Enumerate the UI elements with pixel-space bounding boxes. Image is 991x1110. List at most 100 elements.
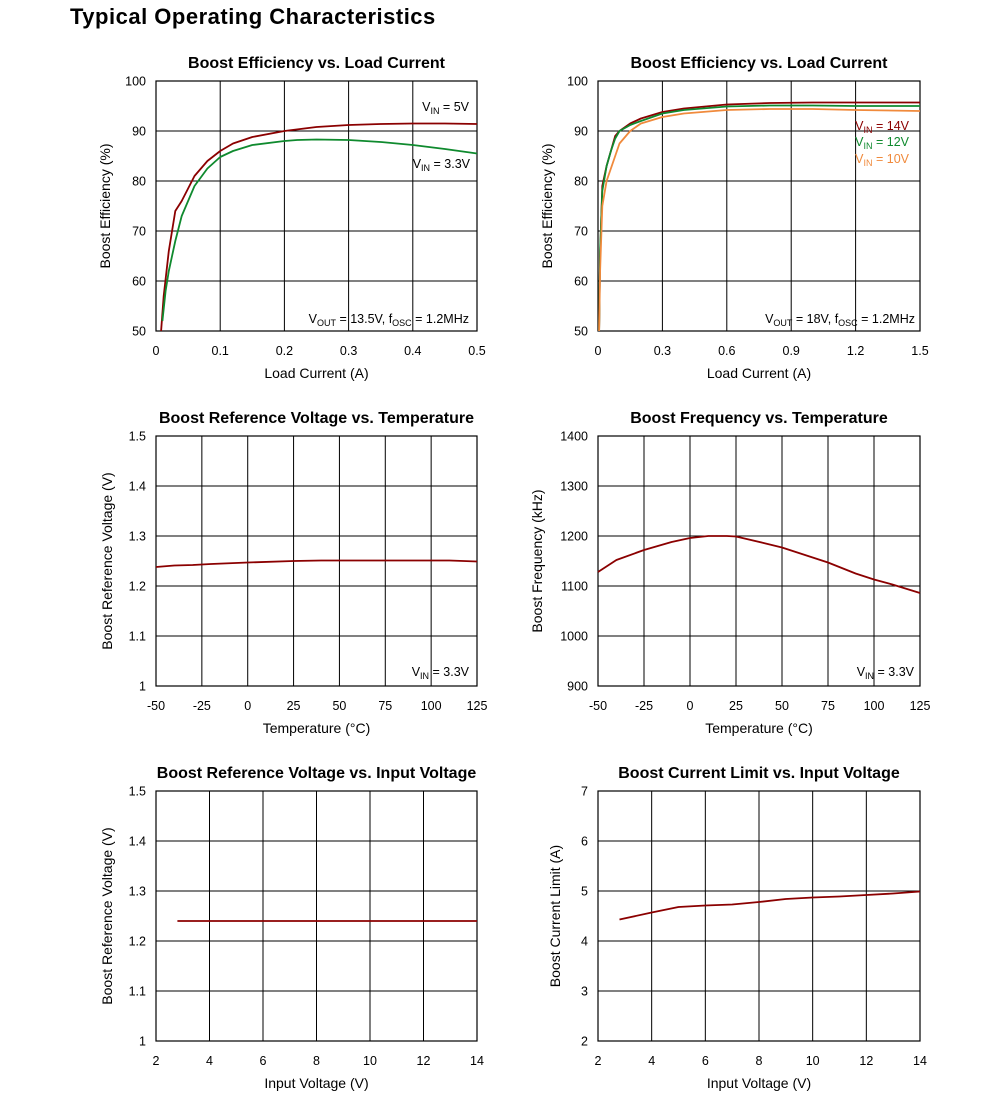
- y-tick-label: 4: [581, 935, 588, 949]
- y-tick-label: 70: [132, 225, 146, 239]
- y-tick-label: 60: [574, 275, 588, 289]
- y-tick-label: 90: [574, 125, 588, 139]
- x-tick-label: 14: [470, 1054, 484, 1068]
- y-tick-label: 6: [581, 835, 588, 849]
- y-tick-label: 1: [139, 680, 146, 694]
- y-tick-label: 1.2: [129, 935, 146, 949]
- plot-frame: [155, 80, 478, 332]
- chart-panel-5: Boost Reference Voltage vs. Input Voltag…: [99, 765, 484, 1091]
- x-axis-label: Load Current (A): [707, 365, 811, 381]
- chart-panel-6: Boost Current Limit vs. Input Voltage 2 4 6…: [547, 765, 927, 1091]
- x-tick-label: 125: [910, 699, 931, 713]
- x-tick-label: 0.1: [212, 344, 229, 358]
- y-tick-label: 1.4: [129, 480, 146, 494]
- y-tick-label: 1.3: [129, 885, 146, 899]
- x-tick-label: 50: [775, 699, 789, 713]
- plot-frame: [597, 435, 921, 687]
- x-axis-label: Temperature (°C): [705, 720, 813, 736]
- chart-title: Boost Reference Voltage vs. Temperature: [159, 410, 474, 427]
- y-axis-label: Boost Efficiency (%): [539, 143, 555, 268]
- series-line-2: [598, 104, 920, 332]
- annotation-label: VIN = 3.3V: [413, 157, 471, 173]
- y-axis-label: Boost Reference Voltage (V): [99, 472, 115, 649]
- x-tick-label: 12: [859, 1054, 873, 1068]
- x-tick-label: 0.3: [654, 344, 671, 358]
- plot-frame: [597, 80, 921, 332]
- x-tick-label: 0: [153, 344, 160, 358]
- x-tick-label: 75: [378, 699, 392, 713]
- annotation-label: VIN = 12V: [855, 135, 909, 151]
- x-axis-label: Input Voltage (V): [707, 1075, 811, 1091]
- x-tick-label: 1.2: [847, 344, 864, 358]
- x-tick-label: 12: [417, 1054, 431, 1068]
- annotation-label: VIN = 5V: [422, 100, 470, 116]
- x-tick-label: 2: [595, 1054, 602, 1068]
- chart-title: Boost Current Limit vs. Input Voltage: [618, 765, 900, 782]
- x-tick-label: 0: [687, 699, 694, 713]
- x-tick-label: 0.4: [404, 344, 421, 358]
- y-tick-label: 1.4: [129, 835, 146, 849]
- x-tick-label: 0.5: [468, 344, 485, 358]
- chart-panel-2: Boost Efficiency vs. Load Current 0 0.3 0.6…: [539, 55, 929, 381]
- y-tick-label: 50: [574, 325, 588, 339]
- x-tick-label: 25: [729, 699, 743, 713]
- x-tick-label: 4: [648, 1054, 655, 1068]
- y-tick-label: 60: [132, 275, 146, 289]
- y-tick-label: 100: [567, 75, 588, 89]
- y-tick-label: 1.2: [129, 580, 146, 594]
- y-tick-label: 2: [581, 1035, 588, 1049]
- x-tick-label: -50: [147, 699, 165, 713]
- series-line-2: [161, 138, 478, 322]
- x-tick-label: 8: [756, 1054, 763, 1068]
- y-axis-label: Boost Reference Voltage (V): [99, 827, 115, 1004]
- y-tick-label: 1.1: [129, 985, 146, 999]
- y-tick-label: 100: [125, 75, 146, 89]
- x-tick-label: 25: [287, 699, 301, 713]
- x-tick-label: 50: [332, 699, 346, 713]
- x-tick-label: 2: [153, 1054, 160, 1068]
- x-tick-label: 1.5: [911, 344, 928, 358]
- annotation-label: VIN = 3.3V: [857, 665, 915, 681]
- y-tick-label: 1300: [560, 480, 588, 494]
- y-tick-label: 80: [574, 175, 588, 189]
- x-tick-label: 100: [864, 699, 885, 713]
- y-tick-label: 1.3: [129, 530, 146, 544]
- y-tick-label: 50: [132, 325, 146, 339]
- x-tick-label: 0: [595, 344, 602, 358]
- x-tick-label: 6: [260, 1054, 267, 1068]
- y-axis-label: Boost Current Limit (A): [547, 845, 563, 987]
- x-tick-label: 0.3: [340, 344, 357, 358]
- series-line-1: [597, 535, 921, 594]
- annotation-label: VIN = 10V: [855, 152, 909, 168]
- y-tick-label: 3: [581, 985, 588, 999]
- y-tick-label: 90: [132, 125, 146, 139]
- x-tick-label: -25: [635, 699, 653, 713]
- x-tick-label: -50: [589, 699, 607, 713]
- chart-panel-4: Boost Frequency vs. Temperature -50 -25 0 25…: [529, 410, 930, 736]
- y-tick-label: 1400: [560, 430, 588, 444]
- y-tick-label: 80: [132, 175, 146, 189]
- y-tick-label: 1: [139, 1035, 146, 1049]
- plot-frame: [155, 790, 478, 1042]
- x-tick-label: 100: [421, 699, 442, 713]
- series-line-1: [155, 559, 478, 568]
- x-tick-label: 6: [702, 1054, 709, 1068]
- y-tick-label: 900: [567, 680, 588, 694]
- x-tick-label: 14: [913, 1054, 927, 1068]
- chart-title: Boost Frequency vs. Temperature: [630, 410, 888, 427]
- x-tick-label: 8: [313, 1054, 320, 1068]
- x-tick-label: 75: [821, 699, 835, 713]
- chart-title: Boost Reference Voltage vs. Input Voltag…: [157, 765, 477, 782]
- series-line-1: [619, 890, 921, 921]
- annotation-label: VOUT = 13.5V, fOSC = 1.2MHz: [309, 312, 469, 328]
- annotation-label: VIN = 3.3V: [412, 665, 470, 681]
- x-tick-label: 0.2: [276, 344, 293, 358]
- y-tick-label: 1200: [560, 530, 588, 544]
- y-axis-label: Boost Efficiency (%): [97, 143, 113, 268]
- x-tick-label: 0: [244, 699, 251, 713]
- x-axis-label: Input Voltage (V): [264, 1075, 368, 1091]
- page-title: Typical Operating Characteristics: [70, 4, 436, 29]
- y-tick-label: 70: [574, 225, 588, 239]
- x-axis-label: Load Current (A): [264, 365, 368, 381]
